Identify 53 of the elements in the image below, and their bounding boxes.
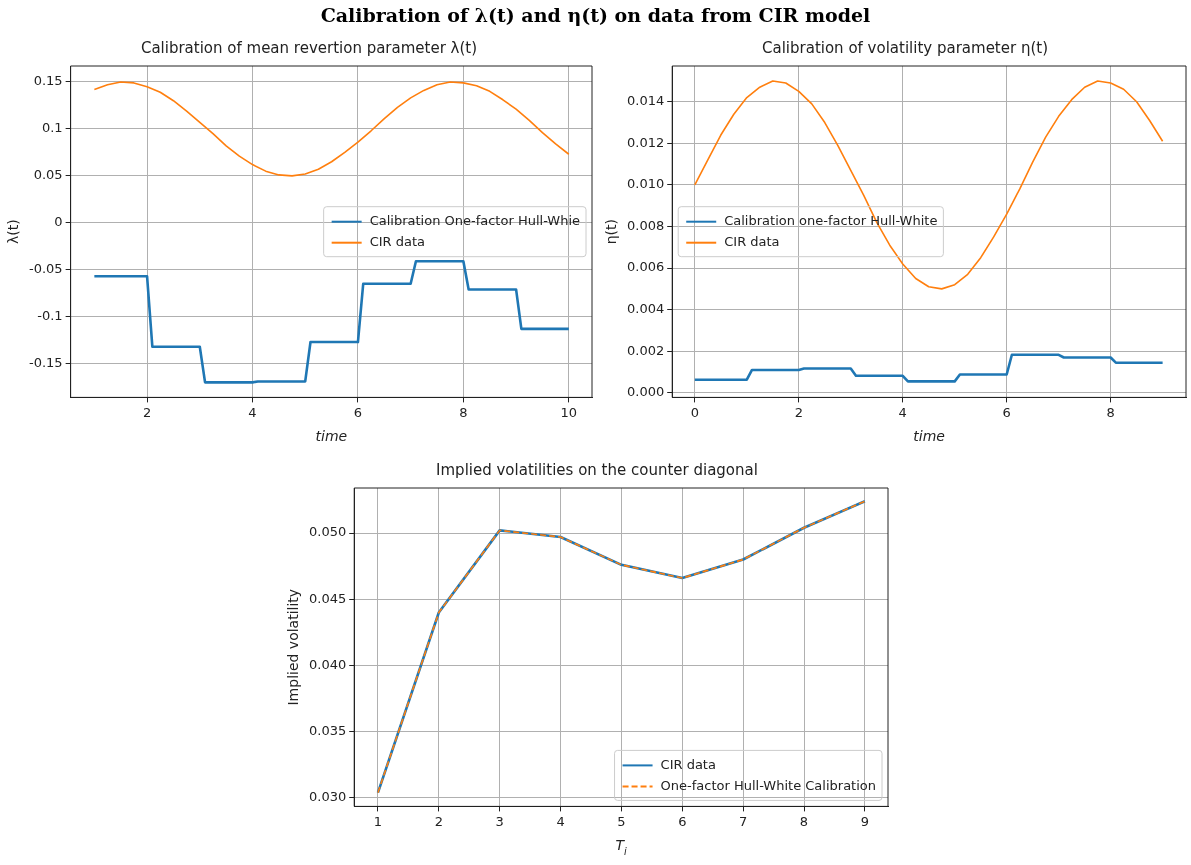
x-tick-label: 9 (860, 813, 870, 829)
y-tick-label: 0.010 (627, 176, 665, 192)
y-tick-label: 0.004 (627, 301, 665, 317)
y-tick-label: 0.030 (309, 789, 347, 805)
legend-label: CIR data (369, 234, 426, 250)
x-tick-label: 4 (556, 813, 565, 829)
text: Calibration of λ(t) and η(t) on data from CIR model (319, 4, 872, 26)
y-tick-label: -0.15 (29, 354, 63, 370)
x-tick-label: 8 (459, 404, 468, 420)
x-tick-label: 2 (794, 404, 803, 420)
y-tick-label: 0.045 (309, 590, 347, 606)
x-tick-label: 2 (142, 404, 152, 420)
x-tick-label: 1 (373, 813, 383, 829)
y-tick-label: 0.15 (33, 73, 63, 89)
y-tick-label: 0.05 (33, 167, 63, 183)
x-tick-label: 8 (1106, 404, 1115, 420)
legend-label: CIR data (724, 234, 780, 250)
y-axis-title: η(t) (603, 219, 619, 245)
y-tick-label: 0 (54, 214, 63, 230)
x-tick-label: 4 (248, 404, 257, 420)
y-axis-title: λ(t) (5, 219, 21, 245)
y-tick-label: 0.035 (309, 723, 347, 739)
x-tick-label: 2 (434, 813, 443, 829)
x-axis-title: time (913, 428, 945, 445)
x-tick-label: 7 (739, 813, 748, 829)
x-tick-label: 6 (1002, 404, 1011, 420)
chart-title: Implied volatilities on the counter diagonal (436, 460, 758, 479)
y-tick-label: 0.000 (627, 384, 665, 400)
x-axis-title: time (315, 428, 348, 445)
y-tick-label: -0.05 (29, 261, 63, 277)
x-tick-label: 6 (353, 404, 363, 420)
y-tick-label: 0.040 (309, 656, 347, 672)
legend-label: CIR data (660, 756, 716, 772)
y-axis-title: Implied volatility (285, 588, 301, 706)
y-tick-label: 0.1 (41, 120, 63, 136)
y-tick-label: -0.1 (37, 308, 63, 324)
x-tick-label: 5 (617, 813, 626, 829)
x-tick-label: 8 (799, 813, 809, 829)
x-tick-label: 10 (560, 404, 578, 420)
y-tick-label: 0.002 (627, 342, 665, 358)
x-tick-label: 4 (898, 404, 907, 420)
y-tick-label: 0.008 (627, 217, 665, 233)
y-tick-label: 0.050 (309, 524, 347, 540)
chart-title: Calibration of mean revertion parameter λ(t) (140, 38, 478, 57)
legend-label: Calibration One-factor Hull-Whie (369, 213, 581, 229)
y-tick-label: 0.014 (627, 93, 665, 109)
chart-title: Calibration of volatility parameter η(t) (762, 38, 1048, 57)
x-tick-label: 0 (690, 404, 699, 420)
y-tick-label: 0.006 (627, 259, 665, 275)
x-tick-label: 3 (495, 813, 504, 829)
legend-label: One-factor Hull-White Calibration (660, 777, 877, 793)
x-tick-label: 6 (678, 813, 687, 829)
y-tick-label: 0.012 (627, 134, 665, 150)
